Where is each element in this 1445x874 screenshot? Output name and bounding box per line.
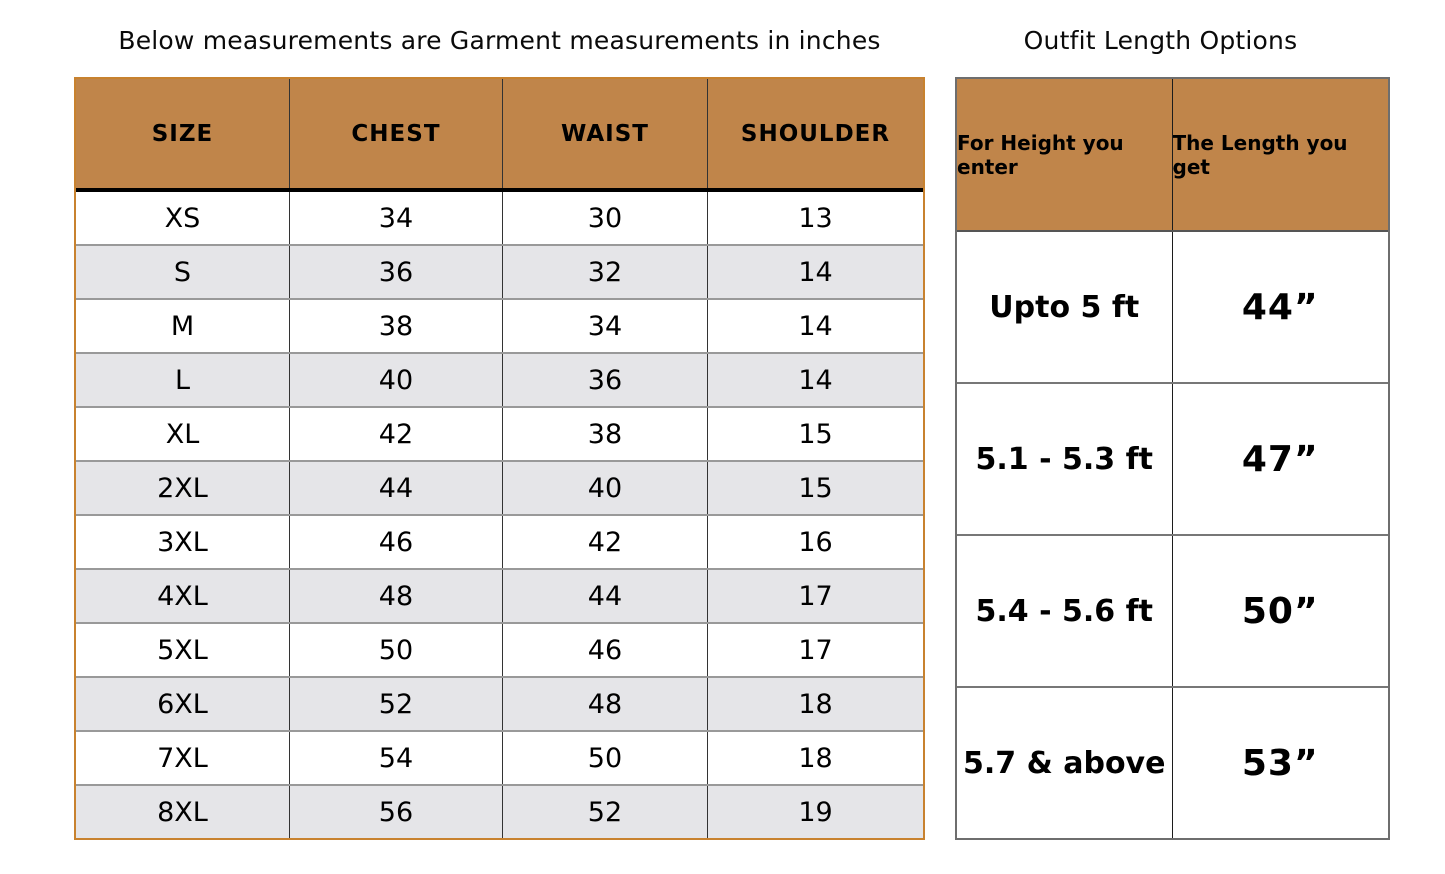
header-cell-chest: CHEST [290, 79, 503, 188]
table-row-5xl: 5XL 50 46 17 [76, 624, 923, 678]
cell-shoulder-l: 14 [798, 364, 833, 396]
garment-measurements-table: SIZE CHEST WAIST SHOULDER XS 34 30 13 S 36 32 14 M 3… [74, 77, 925, 840]
table-row-xs: XS 34 30 13 [76, 192, 923, 246]
cell-waist-8xl: 52 [503, 786, 708, 838]
cell-size-s: S [76, 246, 290, 298]
cell-chest-4xl: 48 [290, 570, 503, 622]
table-row-5-7-above: 5.7 & above 53” [957, 688, 1388, 838]
header-cell-size: SIZE [76, 79, 290, 188]
cell-size-8xl: 8XL [76, 786, 290, 838]
cell-size-m: M [76, 300, 290, 352]
cell-shoulder-7xl: 18 [798, 742, 833, 774]
cell-chest-xs: 34 [290, 192, 503, 244]
cell-waist-4xl: 44 [503, 570, 708, 622]
cell-shoulder-xs: 13 [798, 202, 833, 234]
cell-shoulder-xl: 15 [798, 418, 833, 450]
cell-chest-xl: 42 [290, 408, 503, 460]
cell-chest-5xl: 50 [290, 624, 503, 676]
table-row-8xl: 8XL 56 52 19 [76, 786, 923, 838]
cell-for-height-you-enter-5-4-5-6-ft: 5.4 - 5.6 ft [957, 536, 1173, 686]
cell-size-4xl: 4XL [76, 570, 290, 622]
cell-waist-xl: 38 [503, 408, 708, 460]
header-cell-waist: WAIST [503, 79, 708, 188]
cell-for-height-you-enter-5-1-5-3-ft: 5.1 - 5.3 ft [957, 384, 1173, 534]
garment-table-body: XS 34 30 13 S 36 32 14 M 38 34 14 L 40 36 14 XL 42 38 15 2XL… [76, 192, 923, 838]
cell-shoulder-2xl: 15 [798, 472, 833, 504]
table-row-7xl: 7XL 54 50 18 [76, 732, 923, 786]
cell-the-length-you-get-upto-5-ft: 44” [1241, 286, 1319, 328]
cell-shoulder-8xl: 19 [798, 796, 833, 828]
outfit-length-table: For Height you enter The Length you get U… [955, 77, 1390, 840]
cell-size-6xl: 6XL [76, 678, 290, 730]
cell-chest-s: 36 [290, 246, 503, 298]
header-cell-for-height-you-enter: For Height you enter [957, 79, 1173, 230]
cell-waist-2xl: 40 [503, 462, 708, 514]
cell-shoulder-m: 14 [798, 310, 833, 342]
cell-size-xs: XS [76, 192, 290, 244]
table-row-5-4-5-6-ft: 5.4 - 5.6 ft 50” [957, 536, 1388, 688]
table-row-4xl: 4XL 48 44 17 [76, 570, 923, 624]
table-row-6xl: 6XL 52 48 18 [76, 678, 923, 732]
table-row-xl: XL 42 38 15 [76, 408, 923, 462]
cell-shoulder-6xl: 18 [798, 688, 833, 720]
table-row-3xl: 3XL 46 42 16 [76, 516, 923, 570]
outfit-length-header-row: For Height you enter The Length you get [957, 79, 1388, 232]
cell-shoulder-s: 14 [798, 256, 833, 288]
cell-size-2xl: 2XL [76, 462, 290, 514]
cell-waist-l: 36 [503, 354, 708, 406]
garment-table-title: Below measurements are Garment measureme… [118, 26, 881, 55]
cell-chest-2xl: 44 [290, 462, 503, 514]
cell-waist-xs: 30 [503, 192, 708, 244]
table-row-5-1-5-3-ft: 5.1 - 5.3 ft 47” [957, 384, 1388, 536]
cell-waist-7xl: 50 [503, 732, 708, 784]
garment-table-header-row: SIZE CHEST WAIST SHOULDER [76, 79, 923, 192]
cell-shoulder-4xl: 17 [798, 580, 833, 612]
cell-chest-7xl: 54 [290, 732, 503, 784]
cell-size-5xl: 5XL [76, 624, 290, 676]
table-row-upto-5-ft: Upto 5 ft 44” [957, 232, 1388, 384]
cell-chest-3xl: 46 [290, 516, 503, 568]
table-row-s: S 36 32 14 [76, 246, 923, 300]
cell-the-length-you-get-5-7-above: 53” [1241, 742, 1319, 784]
cell-waist-6xl: 48 [503, 678, 708, 730]
table-row-m: M 38 34 14 [76, 300, 923, 354]
cell-size-xl: XL [76, 408, 290, 460]
cell-chest-8xl: 56 [290, 786, 503, 838]
cell-the-length-you-get-5-4-5-6-ft: 50” [1241, 590, 1319, 632]
cell-for-height-you-enter-upto-5-ft: Upto 5 ft [957, 232, 1173, 382]
cell-for-height-you-enter-5-7-above: 5.7 & above [957, 688, 1173, 838]
cell-waist-m: 34 [503, 300, 708, 352]
outfit-length-table-body: Upto 5 ft 44” 5.1 - 5.3 ft 47” 5.4 - 5.6 ft 5… [957, 232, 1388, 838]
cell-size-7xl: 7XL [76, 732, 290, 784]
cell-shoulder-5xl: 17 [798, 634, 833, 666]
cell-shoulder-3xl: 16 [798, 526, 833, 558]
header-cell-the-length-you-get: The Length you get [1172, 130, 1348, 179]
cell-chest-l: 40 [290, 354, 503, 406]
header-cell-shoulder: SHOULDER [740, 120, 891, 147]
cell-size-3xl: 3XL [76, 516, 290, 568]
table-row-l: L 40 36 14 [76, 354, 923, 408]
cell-waist-s: 32 [503, 246, 708, 298]
cell-waist-5xl: 46 [503, 624, 708, 676]
cell-size-l: L [76, 354, 290, 406]
cell-chest-6xl: 52 [290, 678, 503, 730]
cell-chest-m: 38 [290, 300, 503, 352]
cell-the-length-you-get-5-1-5-3-ft: 47” [1241, 438, 1319, 480]
cell-waist-3xl: 42 [503, 516, 708, 568]
outfit-length-table-title: Outfit Length Options [1023, 26, 1298, 55]
table-row-2xl: 2XL 44 40 15 [76, 462, 923, 516]
